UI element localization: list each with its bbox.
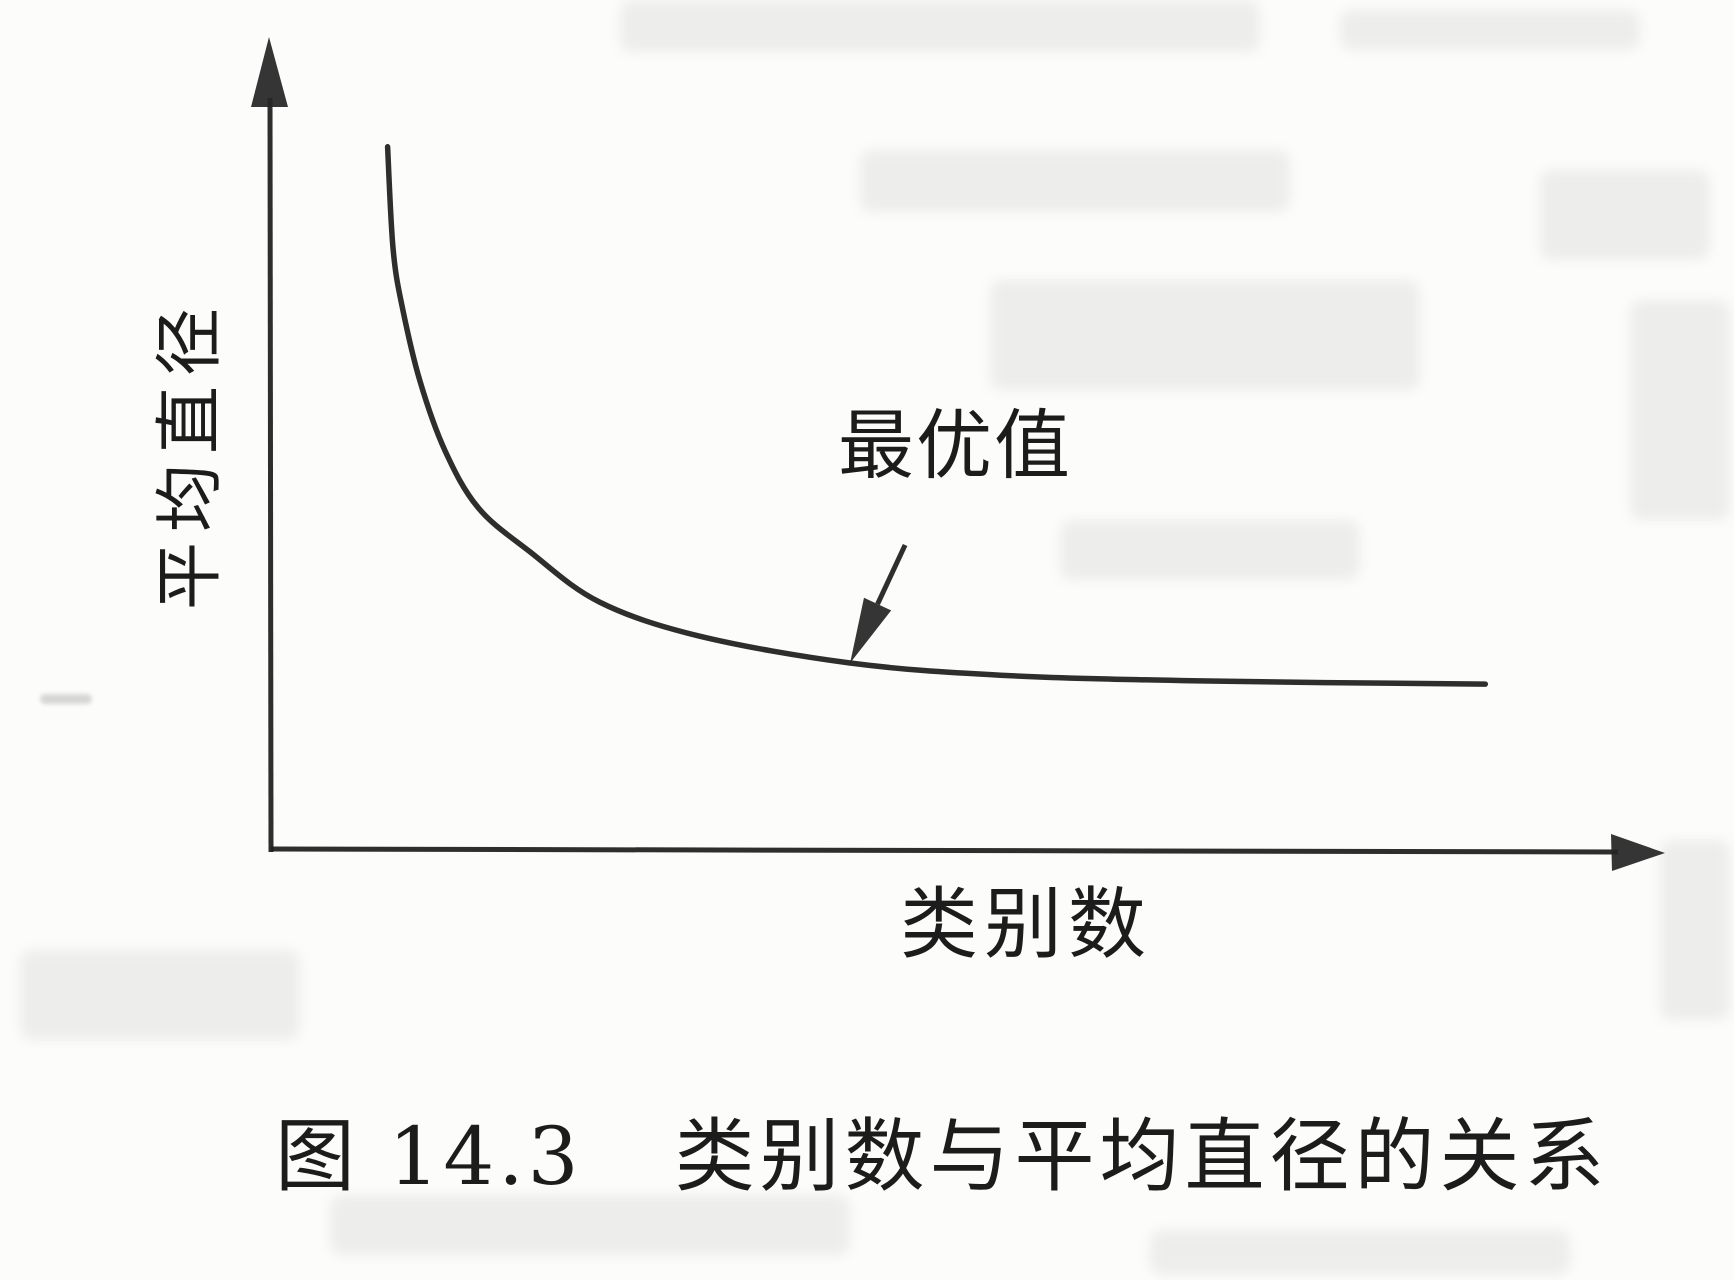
scan-artifact [1660, 840, 1730, 1020]
scan-artifact [40, 694, 92, 704]
figure-title: 类别数与平均直径的关系 [674, 1110, 1610, 1203]
scan-artifact [1150, 1230, 1570, 1275]
scan-artifact [330, 1195, 850, 1255]
scan-artifact [1340, 10, 1640, 50]
average-diameter-curve [384, 144, 1489, 687]
scan-artifact [1540, 170, 1710, 260]
x-axis [270, 846, 1619, 855]
scan-artifact [620, 0, 1260, 52]
x-axis-arrowhead-icon [1611, 834, 1665, 871]
annotation-arrow-line [875, 543, 908, 606]
y-axis-arrowhead-icon [251, 37, 288, 107]
scan-artifact [20, 950, 300, 1040]
scan-artifact [1060, 520, 1360, 580]
figure-caption: 图 14.3 类别数与平均直径的关系 [275, 1092, 1610, 1208]
y-axis-label: 平均直径 [151, 298, 230, 611]
x-axis-label: 类别数 [900, 880, 1153, 970]
scan-artifact [990, 280, 1420, 390]
scan-artifact [860, 150, 1290, 212]
annotation-optimal-value-label: 最优值 [838, 401, 1072, 490]
scan-artifact [1630, 300, 1730, 520]
y-axis [267, 97, 274, 853]
annotation-arrowhead-icon [850, 597, 892, 663]
figure-number: 图 14.3 [275, 1110, 583, 1203]
